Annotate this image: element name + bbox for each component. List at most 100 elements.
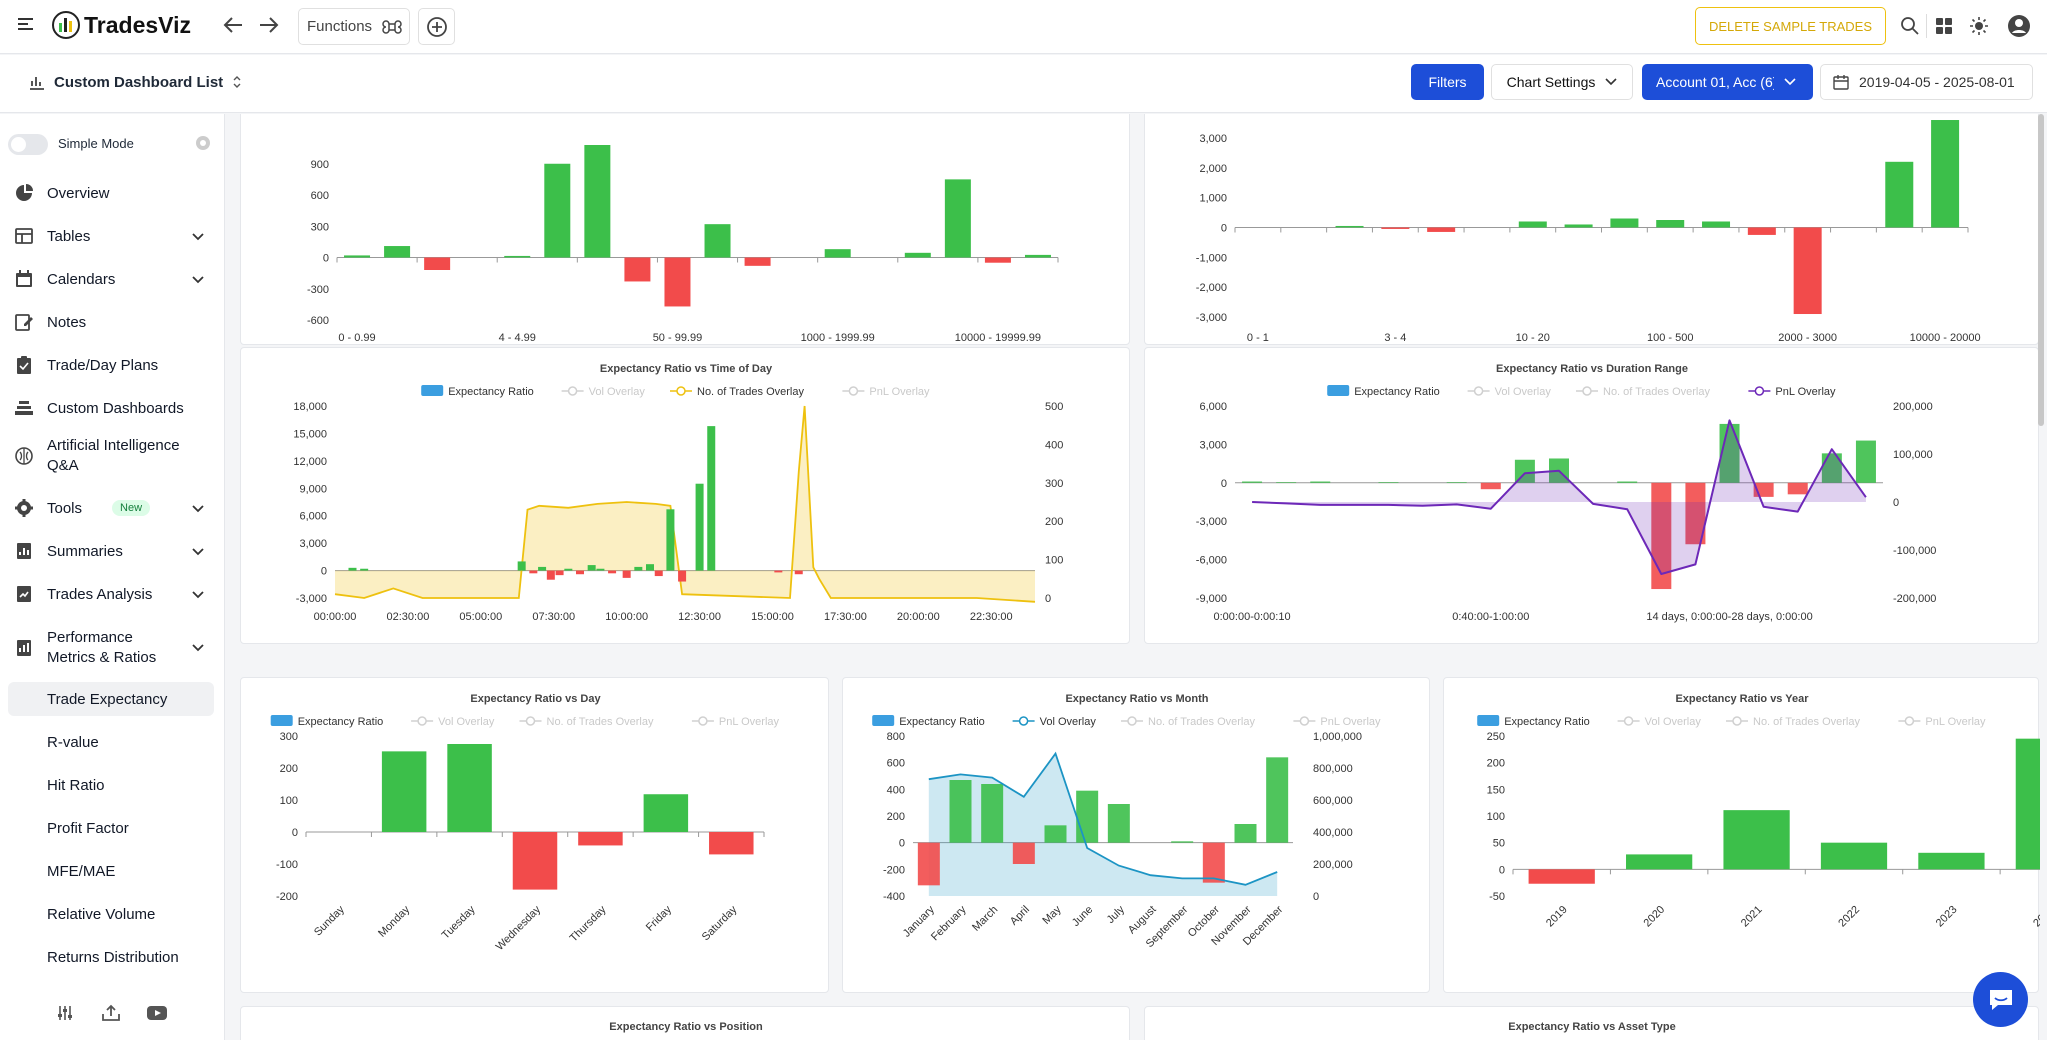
sidebar-sub-hit-ratio[interactable]: Hit Ratio xyxy=(8,768,214,802)
x-tick-label: 1000 - 1999.99 xyxy=(801,332,875,344)
sidebar-sub-returns-distribution[interactable]: Returns Distribution xyxy=(8,940,214,974)
bar xyxy=(1024,254,1051,258)
bar xyxy=(1855,440,1876,483)
chat-support-button[interactable] xyxy=(1973,972,2028,1027)
chevron-down-icon xyxy=(192,548,204,556)
bar xyxy=(744,257,771,266)
bar xyxy=(634,566,643,571)
sidebar-item-overview[interactable]: Overview xyxy=(8,178,214,208)
account-selector[interactable]: Account 01, Acc (6) xyxy=(1642,64,1813,100)
legend-label: PnL Overlay xyxy=(719,716,780,728)
sidebar-item-tables[interactable]: Tables xyxy=(8,221,214,251)
sidebar-item-label: Notes xyxy=(47,313,87,331)
sidebar-sub-profit-factor[interactable]: Profit Factor xyxy=(8,811,214,845)
chart-card-day: Expectancy Ratio vs Day Expectancy Ratio V… xyxy=(240,677,829,993)
y-tick-label: 3,000 xyxy=(1199,133,1227,145)
y-tick-label: -600 xyxy=(307,315,329,327)
bar xyxy=(1480,482,1501,490)
top-bar: TradesViz Functions DELETE SAMPLE TRADES xyxy=(0,0,2047,54)
bar xyxy=(1656,220,1685,228)
bar xyxy=(944,179,971,258)
chart-card-asset-type: Expectancy Ratio vs Asset Type xyxy=(1144,1006,2039,1040)
scrollbar[interactable] xyxy=(2038,114,2044,426)
user-avatar-icon[interactable] xyxy=(2007,14,2031,43)
dashboard-area: 900 600 300 0 -300 -600 0 - 0.99 4 - 4.99 50 - 9… xyxy=(226,114,2047,1040)
sidebar-sub-relative-volume[interactable]: Relative Volume xyxy=(8,897,214,931)
bar xyxy=(538,566,547,571)
x-tick-label: 2000 - 3000 xyxy=(1778,332,1837,344)
x-tick-label: 22:30:00 xyxy=(970,611,1013,623)
sidebar-item-notes[interactable]: Notes xyxy=(8,307,214,337)
settings-gear-icon[interactable] xyxy=(194,134,212,157)
y-tick-label: 200 xyxy=(1487,758,1505,770)
sliders-icon[interactable] xyxy=(56,1004,74,1027)
app-name: TradesViz xyxy=(84,11,191,38)
functions-button[interactable]: Functions xyxy=(298,8,410,45)
sidebar-item-label: Artificial Intelligence Q&A xyxy=(47,437,180,474)
calendar-icon xyxy=(1833,75,1849,90)
sidebar-item-ai-qa[interactable]: Artificial Intelligence Q&A xyxy=(8,434,214,478)
bar xyxy=(546,570,555,580)
sidebar-item-performance[interactable]: Performance Metrics & Ratios xyxy=(8,626,214,670)
bar xyxy=(584,145,611,258)
y-tick-label: 400 xyxy=(887,784,905,796)
x-tick-label: 07:30:00 xyxy=(532,611,575,623)
sidebar-item-trade-day-plans[interactable]: Trade/Day Plans xyxy=(8,350,214,380)
bar xyxy=(447,744,492,832)
back-arrow-icon[interactable] xyxy=(222,15,244,40)
sidebar-sub-trade-expectancy[interactable]: Trade Expectancy xyxy=(8,682,214,716)
chart-price-range: 900 600 300 0 -300 -600 0 - 0.99 4 - 4.99 50 - 9… xyxy=(307,145,1059,344)
report-icon xyxy=(14,541,34,561)
sidebar-item-label: Trade/Day Plans xyxy=(47,356,159,374)
bar xyxy=(1276,482,1297,483)
y-tick-label: 600 xyxy=(887,758,905,770)
apps-grid-icon[interactable] xyxy=(1934,16,1954,41)
logo[interactable]: TradesViz xyxy=(52,11,191,39)
sidebar-item-summaries[interactable]: Summaries xyxy=(8,536,214,566)
vol-overlay-area xyxy=(928,753,1278,896)
simple-mode-toggle[interactable] xyxy=(8,134,48,155)
legend-label: Expectancy Ratio xyxy=(298,716,384,728)
bar xyxy=(1528,869,1595,884)
sidebar-sub-r-value[interactable]: R-value xyxy=(8,725,214,759)
chart-position: Expectancy Ratio vs Position xyxy=(609,1021,763,1033)
filters-button[interactable]: Filters xyxy=(1411,64,1484,100)
youtube-icon[interactable] xyxy=(147,1005,167,1026)
date-range-picker[interactable]: 2019-04-05 - 2025-08-01 xyxy=(1820,64,2033,100)
sidebar-item-calendars[interactable]: Calendars xyxy=(8,264,214,294)
legend-marker xyxy=(417,716,427,726)
functions-label: Functions xyxy=(307,18,373,35)
forward-arrow-icon[interactable] xyxy=(258,15,280,40)
sidebar-item-tools[interactable]: Tools New xyxy=(8,493,214,523)
dashboard-list-selector[interactable]: Custom Dashboard List xyxy=(28,73,243,91)
search-icon[interactable] xyxy=(1900,16,1920,41)
table-icon xyxy=(14,226,34,246)
delete-sample-trades-button[interactable]: DELETE SAMPLE TRADES xyxy=(1695,7,1886,45)
bar xyxy=(664,257,691,307)
legend-swatch xyxy=(1477,715,1500,726)
add-circle-button[interactable] xyxy=(418,8,455,45)
sidebar-sub-mfe-mae[interactable]: MFE/MAE xyxy=(8,854,214,888)
sidebar-item-label: Trades Analysis xyxy=(47,585,153,603)
y2-tick-label: 300 xyxy=(1045,478,1063,490)
legend-marker xyxy=(1299,716,1310,726)
theme-sun-icon[interactable] xyxy=(1969,16,1989,41)
bar xyxy=(2015,738,2040,870)
bar xyxy=(587,565,596,571)
bar xyxy=(904,252,931,258)
bar xyxy=(1107,804,1130,843)
sidebar-item-label: Tools xyxy=(47,499,83,517)
sidebar-item-trades-analysis[interactable]: Trades Analysis xyxy=(8,579,214,609)
sidebar-item-custom-dashboards[interactable]: Custom Dashboards xyxy=(8,393,214,423)
export-icon[interactable] xyxy=(101,1004,121,1027)
x-tick-label: 2020 xyxy=(1641,904,1667,930)
y-tick-label: -200 xyxy=(883,864,905,876)
analysis-icon xyxy=(14,584,34,604)
chart-settings-button[interactable]: Chart Settings xyxy=(1491,64,1633,100)
bar xyxy=(504,255,531,258)
x-tick-label: 0:00:00-0:00:10 xyxy=(1214,611,1291,623)
y2-tick-label: 100 xyxy=(1045,555,1063,567)
hamburger-icon[interactable] xyxy=(18,17,34,31)
y-tick-label: 0 xyxy=(323,253,329,265)
chart-year: Expectancy Ratio vs Year Expectancy Ratio… xyxy=(1477,693,2040,930)
